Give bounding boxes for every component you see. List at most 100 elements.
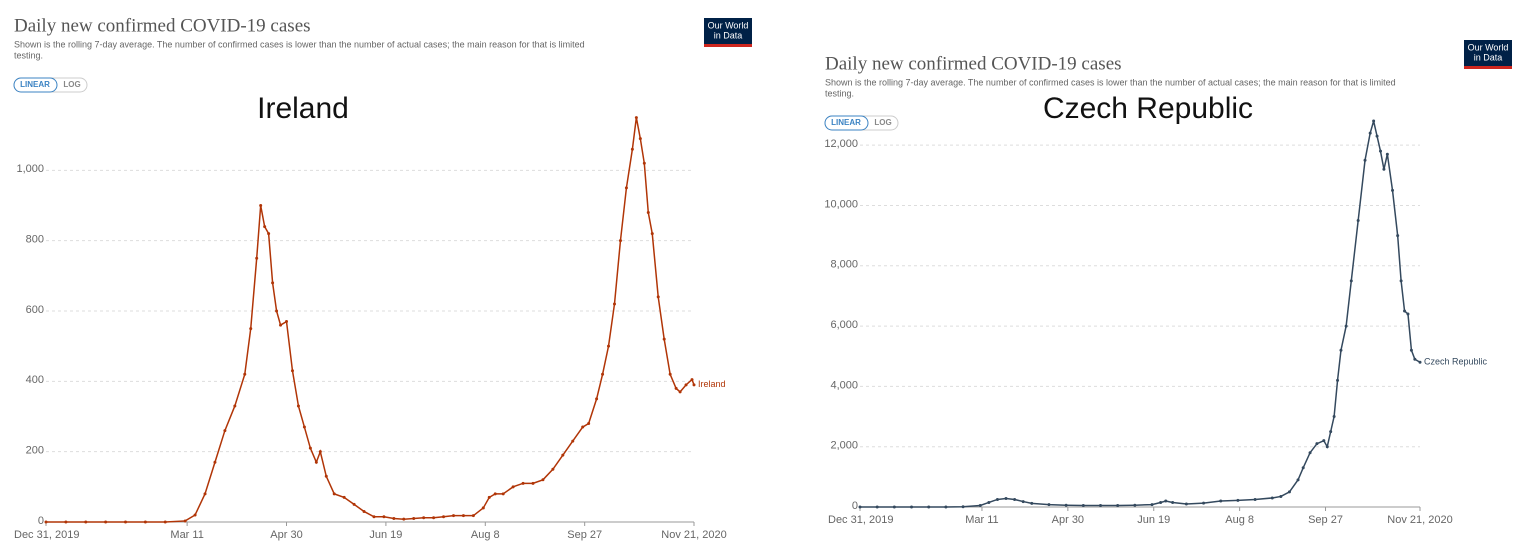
data-point [1159, 500, 1163, 504]
data-point [1375, 134, 1379, 138]
series-label: Czech Republic [1424, 357, 1488, 367]
data-point [595, 397, 599, 401]
data-point [1164, 499, 1168, 503]
linear-button[interactable] [824, 115, 869, 131]
logo [704, 18, 752, 44]
data-point [493, 492, 497, 496]
x-tick-label: Apr 30 [1052, 514, 1084, 526]
data-point [1396, 234, 1400, 238]
data-point [1013, 497, 1017, 501]
data-point [1332, 415, 1336, 419]
data-point [910, 505, 914, 509]
data-point [1372, 119, 1376, 123]
x-tick-label: Jun 19 [369, 529, 402, 541]
data-point [1098, 503, 1102, 507]
x-tick-label: Mar 11 [965, 514, 998, 526]
data-point [1116, 503, 1120, 507]
data-point [213, 460, 217, 464]
logo-bar [704, 44, 752, 47]
data-point [143, 520, 147, 524]
data-point [243, 372, 247, 376]
data-point [1409, 348, 1413, 352]
data-point [531, 481, 535, 485]
data-point [674, 386, 678, 390]
data-point [1382, 167, 1386, 171]
y-tick-label: 1,000 [16, 163, 44, 175]
data-point [1021, 500, 1025, 504]
data-point [279, 323, 283, 327]
data-point [1279, 494, 1283, 498]
log-button-label[interactable]: LOG [63, 80, 80, 89]
data-point [362, 509, 366, 513]
x-tick-label: Aug 8 [1225, 514, 1254, 526]
data-point [1296, 478, 1300, 482]
linear-button-label[interactable]: LINEAR [831, 118, 861, 127]
y-tick-label: 2,000 [830, 440, 858, 452]
data-point [892, 505, 896, 509]
data-point [1418, 360, 1422, 364]
logo-text: in Data [1474, 52, 1503, 62]
data-point [1368, 131, 1372, 135]
data-point [432, 516, 436, 520]
data-point [1030, 501, 1034, 505]
data-point [203, 492, 207, 496]
y-tick-label: 0 [38, 515, 44, 527]
data-point [630, 147, 634, 151]
data-point [275, 309, 279, 313]
data-point [642, 161, 646, 165]
data-point [1391, 188, 1395, 192]
data-point [692, 383, 696, 387]
data-point [1133, 503, 1137, 507]
linear-button-label[interactable]: LINEAR [20, 80, 50, 89]
data-point [259, 204, 263, 207]
data-point [541, 478, 545, 482]
data-point [995, 497, 999, 501]
x-tick-label: Dec 31, 2019 [14, 529, 79, 541]
data-point [624, 186, 628, 190]
data-point [332, 492, 336, 496]
x-tick-label: Nov 21, 2020 [1387, 514, 1452, 526]
data-point [618, 239, 622, 243]
series-line [46, 117, 695, 523]
data-point [104, 520, 108, 524]
chart-title: Daily new confirmed COVID-19 cases [825, 53, 1122, 74]
data-point [314, 460, 318, 464]
subtitle: testing. [14, 50, 43, 60]
data-point [1399, 279, 1403, 283]
y-tick-label: 12,000 [824, 138, 858, 150]
data-point [233, 404, 237, 408]
data-point [412, 516, 416, 520]
data-point [1064, 503, 1068, 507]
data-point [1004, 497, 1008, 501]
x-tick-label: Aug 8 [471, 529, 500, 541]
y-tick-label: 6,000 [830, 319, 858, 331]
data-point [1378, 149, 1382, 153]
y-tick-label: 4,000 [830, 379, 858, 391]
x-tick-label: Sep 27 [567, 529, 602, 541]
data-point [481, 506, 485, 510]
subtitle: testing. [825, 88, 854, 98]
data-point [1308, 451, 1312, 455]
log-button-label[interactable]: LOG [874, 118, 891, 127]
data-point [255, 256, 259, 260]
data-point [1349, 279, 1353, 283]
data-point [1202, 501, 1206, 505]
series-line [860, 120, 1421, 508]
data-point [271, 281, 275, 285]
data-point [442, 515, 446, 519]
data-point [308, 446, 312, 450]
data-point [461, 514, 465, 518]
data-point [858, 505, 862, 509]
data-point [1236, 498, 1240, 502]
data-point [382, 515, 386, 519]
linear-button[interactable] [13, 77, 58, 93]
country-annotation: Czech Republic [1043, 92, 1253, 125]
x-tick-label: Sep 27 [1308, 514, 1343, 526]
data-point [451, 514, 455, 518]
subtitle: Shown is the rolling 7-day average. The … [14, 39, 585, 49]
data-point [1270, 496, 1274, 500]
x-tick-label: Nov 21, 2020 [661, 529, 726, 541]
data-point [1413, 357, 1417, 361]
data-point [612, 302, 616, 306]
